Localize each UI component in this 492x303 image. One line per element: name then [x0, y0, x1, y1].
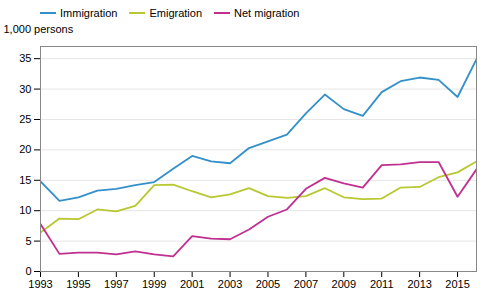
svg-text:35: 35: [19, 52, 31, 64]
svg-text:1995: 1995: [66, 278, 90, 290]
svg-text:2007: 2007: [294, 278, 318, 290]
svg-text:20: 20: [19, 143, 31, 155]
svg-text:1997: 1997: [104, 278, 128, 290]
svg-text:2015: 2015: [445, 278, 469, 290]
html-text:Emigration: Emigration: [149, 7, 202, 19]
svg-text:15: 15: [19, 174, 31, 186]
svg-text:30: 30: [19, 83, 31, 95]
svg-text:2009: 2009: [332, 278, 356, 290]
svg-text:2011: 2011: [370, 278, 394, 290]
svg-text:1,000 persons: 1,000 persons: [4, 23, 74, 35]
svg-text:5: 5: [25, 235, 31, 247]
svg-text:2013: 2013: [407, 278, 431, 290]
html-text:Net migration: Net migration: [234, 7, 300, 19]
svg-text:1999: 1999: [142, 278, 166, 290]
svg-text:2001: 2001: [180, 278, 204, 290]
svg-text:2005: 2005: [256, 278, 280, 290]
svg-text:10: 10: [19, 204, 31, 216]
html-text:Immigration: Immigration: [60, 7, 118, 19]
svg-text:25: 25: [19, 113, 31, 125]
svg-text:0: 0: [25, 265, 31, 277]
svg-text:1993: 1993: [28, 278, 52, 290]
svg-text:2003: 2003: [218, 278, 242, 290]
